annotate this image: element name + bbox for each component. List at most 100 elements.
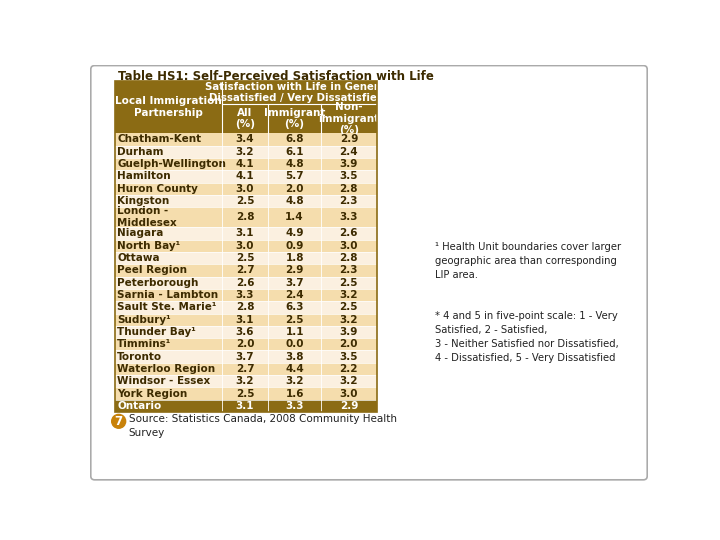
Text: Niagara: Niagara (117, 228, 163, 239)
Bar (114, 183, 377, 195)
Text: 3.8: 3.8 (285, 352, 304, 362)
Text: 2.0: 2.0 (235, 339, 254, 349)
Text: 3.2: 3.2 (340, 315, 358, 325)
Bar (114, 264, 377, 276)
Bar (114, 289, 377, 301)
Text: 4.1: 4.1 (235, 159, 254, 169)
Text: 2.6: 2.6 (340, 228, 358, 239)
Text: Sarnia - Lambton: Sarnia - Lambton (117, 290, 218, 300)
Text: 3.7: 3.7 (235, 352, 254, 362)
Bar (114, 158, 377, 170)
Text: * 4 and 5 in five-point scale: 1 - Very
Satisfied, 2 - Satisfied,
3 - Neither Sa: * 4 and 5 in five-point scale: 1 - Very … (435, 311, 618, 363)
Text: 3.2: 3.2 (340, 376, 358, 386)
Text: Toronto: Toronto (117, 352, 162, 362)
Bar (114, 276, 377, 289)
Text: 2.9: 2.9 (340, 401, 358, 411)
Text: ¹ Health Unit boundaries cover larger
geographic area than corresponding
LIP are: ¹ Health Unit boundaries cover larger ge… (435, 242, 621, 280)
Text: 3.1: 3.1 (235, 228, 254, 239)
Text: 3.2: 3.2 (340, 290, 358, 300)
Text: Chatham-Kent: Chatham-Kent (117, 134, 202, 145)
Bar (321, 104, 377, 133)
Text: 0.9: 0.9 (285, 241, 304, 251)
Bar (114, 81, 377, 412)
Text: 3.6: 3.6 (235, 327, 254, 337)
Text: Waterloo Region: Waterloo Region (117, 364, 215, 374)
Text: 2.8: 2.8 (340, 184, 358, 194)
Text: 0.0: 0.0 (285, 339, 304, 349)
Text: 1.6: 1.6 (285, 389, 304, 399)
Bar (114, 338, 377, 350)
Text: 6.3: 6.3 (285, 302, 304, 312)
Text: Peterborough: Peterborough (117, 278, 199, 288)
Text: Huron County: Huron County (117, 184, 198, 194)
Text: Sault Ste. Marie¹: Sault Ste. Marie¹ (117, 302, 217, 312)
Text: 2.4: 2.4 (340, 147, 358, 157)
Text: 3.9: 3.9 (340, 159, 358, 169)
Text: 2.5: 2.5 (285, 315, 304, 325)
Text: 2.8: 2.8 (235, 302, 254, 312)
Bar (114, 400, 377, 412)
Text: 2.5: 2.5 (235, 389, 254, 399)
Text: 2.5: 2.5 (235, 253, 254, 263)
Text: 2.2: 2.2 (340, 364, 358, 374)
Text: 4.8: 4.8 (285, 196, 304, 206)
Text: 2.9: 2.9 (340, 134, 358, 145)
Text: 4.4: 4.4 (285, 364, 304, 374)
Text: 3.7: 3.7 (285, 278, 304, 288)
Bar (114, 363, 377, 375)
Text: All
(%): All (%) (235, 108, 255, 130)
Text: 3.3: 3.3 (235, 290, 254, 300)
Text: Peel Region: Peel Region (117, 265, 187, 275)
Text: 4.1: 4.1 (235, 172, 254, 181)
Text: 2.7: 2.7 (235, 364, 254, 374)
Text: 3.0: 3.0 (235, 184, 254, 194)
Text: 2.0: 2.0 (285, 184, 304, 194)
Text: 7: 7 (114, 415, 122, 428)
Bar (114, 252, 377, 264)
Text: Table HS1: Self-Perceived Satisfaction with Life: Table HS1: Self-Perceived Satisfaction w… (118, 70, 434, 83)
Text: 1.8: 1.8 (285, 253, 304, 263)
Bar (114, 146, 377, 158)
Text: 3.3: 3.3 (340, 212, 358, 222)
Text: Source: Statistics Canada, 2008 Community Health
Survey: Source: Statistics Canada, 2008 Communit… (129, 414, 397, 437)
Text: 2.3: 2.3 (340, 265, 358, 275)
Text: 5.7: 5.7 (285, 172, 304, 181)
Text: 6.8: 6.8 (285, 134, 304, 145)
Bar (114, 81, 222, 133)
Bar (114, 195, 377, 207)
Text: Windsor - Essex: Windsor - Essex (117, 376, 210, 386)
Text: 3.1: 3.1 (235, 401, 254, 411)
Text: 3.2: 3.2 (235, 147, 254, 157)
Text: 3.3: 3.3 (285, 401, 304, 411)
Bar (114, 314, 377, 326)
Text: 2.7: 2.7 (235, 265, 254, 275)
Text: 2.9: 2.9 (285, 265, 304, 275)
Bar (114, 350, 377, 363)
Text: 2.0: 2.0 (340, 339, 358, 349)
Text: Non-
immigrant
(%): Non- immigrant (%) (318, 102, 379, 135)
Bar (114, 387, 377, 400)
FancyBboxPatch shape (91, 65, 647, 480)
Bar (222, 104, 269, 133)
Bar (114, 207, 377, 227)
Text: 3.1: 3.1 (235, 315, 254, 325)
Text: 2.8: 2.8 (235, 212, 254, 222)
Text: 4.8: 4.8 (285, 159, 304, 169)
Text: 2.5: 2.5 (235, 196, 254, 206)
Text: 3.2: 3.2 (235, 376, 254, 386)
Text: 2.6: 2.6 (235, 278, 254, 288)
Bar (114, 133, 377, 146)
Text: 3.0: 3.0 (340, 241, 358, 251)
Text: 3.5: 3.5 (340, 172, 358, 181)
Bar (114, 227, 377, 240)
Bar (114, 170, 377, 183)
Text: Ottawa: Ottawa (117, 253, 160, 263)
Text: Local Immigration
Partnership: Local Immigration Partnership (115, 96, 222, 118)
Text: North Bay¹: North Bay¹ (117, 241, 180, 251)
Text: Hamilton: Hamilton (117, 172, 171, 181)
Text: 3.2: 3.2 (285, 376, 304, 386)
Text: 1.1: 1.1 (285, 327, 304, 337)
Circle shape (112, 414, 126, 428)
Text: Thunder Bay¹: Thunder Bay¹ (117, 327, 196, 337)
Text: 3.9: 3.9 (340, 327, 358, 337)
